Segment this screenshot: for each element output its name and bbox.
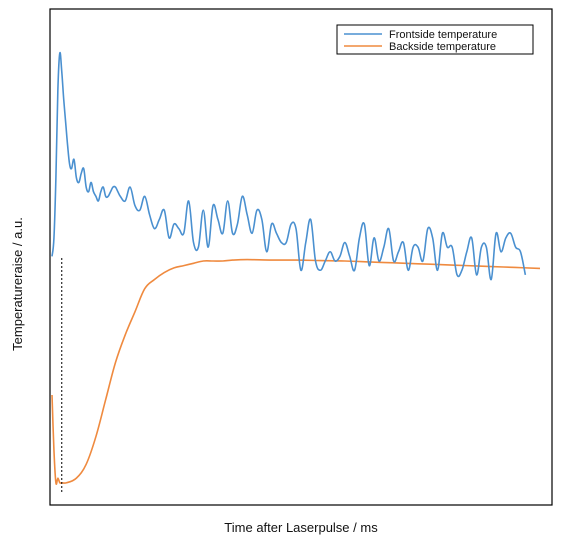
x-axis-label: Time after Laserpulse / ms xyxy=(224,520,378,535)
legend-label-backside: Backside temperature xyxy=(389,41,496,53)
series-layer xyxy=(51,51,541,485)
series-line-frontside-temperature xyxy=(51,51,527,281)
legend-label-frontside: Frontside temperature xyxy=(389,29,497,41)
plot-frame xyxy=(49,8,553,506)
legend-box xyxy=(336,24,534,55)
legend: Frontside temperature Backside temperatu… xyxy=(336,24,534,55)
series-line-backside-temperature xyxy=(51,258,541,485)
y-axis-label: Temperatureraise / a.u. xyxy=(10,217,25,351)
